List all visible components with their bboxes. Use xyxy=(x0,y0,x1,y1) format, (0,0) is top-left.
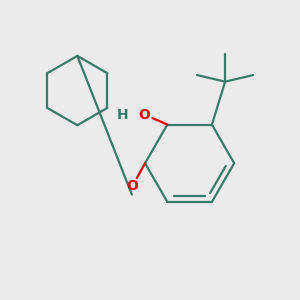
Text: O: O xyxy=(138,108,150,122)
Text: O: O xyxy=(126,179,138,193)
Text: H: H xyxy=(117,108,129,122)
